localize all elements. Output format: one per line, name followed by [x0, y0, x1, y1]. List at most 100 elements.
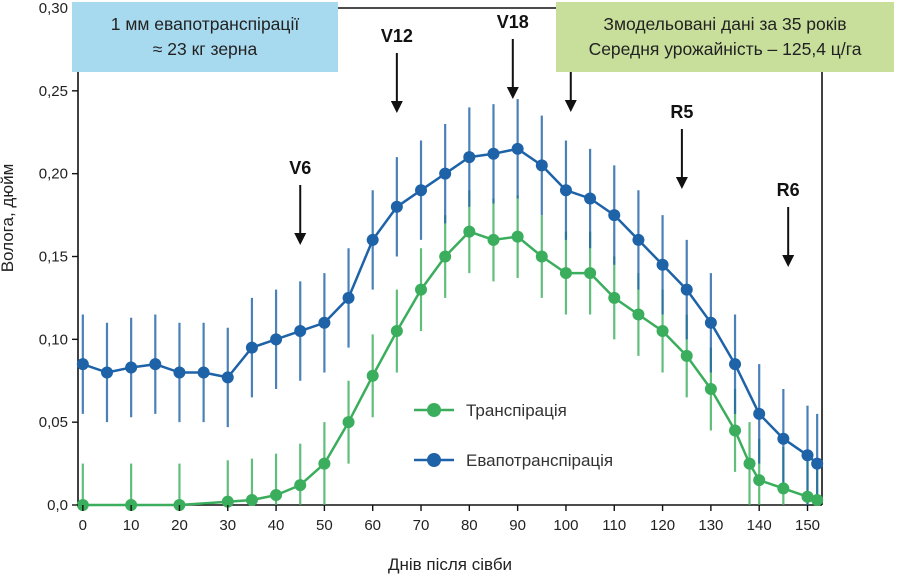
data-point-transpiration — [753, 474, 766, 487]
y-tick-label: 0,20 — [39, 166, 68, 183]
data-point-transpiration — [245, 494, 258, 507]
x-tick-label: 150 — [795, 517, 820, 534]
data-point-transpiration — [608, 291, 621, 304]
data-point-evapotranspiration — [463, 151, 476, 164]
data-point-evapotranspiration — [753, 407, 766, 420]
data-point-evapotranspiration — [656, 258, 669, 271]
stage-arrow-head — [294, 233, 307, 245]
data-point-transpiration — [366, 369, 379, 382]
stage-arrow-head — [390, 101, 403, 113]
data-point-evapotranspiration — [704, 316, 717, 329]
x-tick-label: 0 — [79, 517, 87, 534]
y-tick-label: 0,0 — [47, 497, 68, 514]
data-point-evapotranspiration — [584, 192, 597, 205]
data-point-evapotranspiration — [535, 159, 548, 172]
y-tick-label: 0,25 — [39, 83, 68, 100]
data-point-transpiration — [535, 250, 548, 263]
data-point-evapotranspiration — [197, 366, 210, 379]
data-point-transpiration — [511, 230, 524, 243]
x-tick-label: 110 — [602, 517, 626, 534]
x-tick-label: 80 — [461, 517, 478, 534]
info-box-left-line-2: ≈ 23 кг зерна — [153, 39, 258, 59]
x-tick-label: 90 — [509, 517, 526, 534]
x-axis-title: Днів після сівби — [388, 555, 512, 574]
info-box-left: 1 мм евапотранспірації ≈ 23 кг зерна — [72, 2, 338, 72]
data-point-transpiration — [390, 325, 403, 338]
data-point-evapotranspiration — [511, 142, 524, 155]
stage-arrow-head — [782, 255, 795, 267]
data-point-transpiration — [318, 457, 331, 470]
info-box-left-background — [72, 2, 338, 72]
data-point-evapotranspiration — [608, 209, 621, 222]
stage-label-v12: V12 — [381, 26, 413, 46]
stage-arrow-head — [564, 100, 577, 112]
data-point-transpiration — [704, 383, 717, 396]
legend-label-evapotranspiration: Евапотранспірація — [466, 451, 613, 470]
x-tick-label: 100 — [553, 517, 578, 534]
x-tick-label: 10 — [123, 517, 140, 534]
data-point-evapotranspiration — [318, 316, 331, 329]
data-point-transpiration — [743, 457, 756, 470]
data-point-evapotranspiration — [487, 147, 500, 160]
data-point-evapotranspiration — [76, 358, 89, 371]
data-point-evapotranspiration — [100, 366, 113, 379]
stage-label-r5: R5 — [670, 102, 693, 122]
x-tick-label: 140 — [747, 517, 772, 534]
data-point-evapotranspiration — [221, 371, 234, 384]
stage-label-v18: V18 — [497, 12, 529, 32]
data-point-evapotranspiration — [149, 358, 162, 371]
legend-swatch-transpiration — [427, 403, 441, 417]
data-point-transpiration — [559, 267, 572, 280]
data-point-transpiration — [729, 424, 742, 437]
data-point-evapotranspiration — [415, 184, 428, 197]
data-point-transpiration — [342, 416, 355, 429]
x-tick-label: 50 — [316, 517, 333, 534]
data-point-evapotranspiration — [366, 233, 379, 246]
data-point-transpiration — [632, 308, 645, 321]
y-tick-label: 0,10 — [39, 331, 68, 348]
data-point-evapotranspiration — [294, 325, 307, 338]
info-box-right-line-2: Середня урожайність – 125,4 ц/га — [589, 39, 862, 59]
data-point-transpiration — [487, 233, 500, 246]
data-point-evapotranspiration — [342, 291, 355, 304]
data-point-evapotranspiration — [125, 361, 138, 374]
data-point-transpiration — [584, 267, 597, 280]
data-point-transpiration — [415, 283, 428, 296]
data-point-evapotranspiration — [270, 333, 283, 346]
legend-swatch-evapotranspiration — [427, 453, 441, 467]
x-tick-label: 40 — [268, 517, 285, 534]
info-box-right-background — [556, 2, 894, 72]
legend: Транспірація Евапотранспірація — [414, 401, 613, 470]
data-point-evapotranspiration — [439, 167, 452, 180]
data-point-evapotranspiration — [390, 200, 403, 213]
data-point-transpiration — [270, 489, 283, 502]
x-tick-label: 70 — [413, 517, 430, 534]
stage-arrow-head — [506, 87, 519, 99]
error-bars — [81, 99, 819, 505]
y-tick-label: 0,15 — [39, 249, 68, 266]
data-point-transpiration — [801, 490, 814, 503]
y-axis-ticks: 0,0 0,05 0,10 0,15 0,20 0,25 0,30 — [39, 0, 78, 514]
series-line-transpiration — [82, 230, 818, 507]
data-point-evapotranspiration — [777, 432, 790, 445]
series-line-evapotranspiration — [82, 147, 819, 465]
info-box-right-line-1: Змодельовані дані за 35 років — [603, 14, 846, 34]
data-point-evapotranspiration — [559, 184, 572, 197]
data-point-evapotranspiration — [801, 449, 814, 462]
data-point-transpiration — [656, 325, 669, 338]
data-point-evapotranspiration — [729, 358, 742, 371]
data-point-evapotranspiration — [173, 366, 186, 379]
data-point-evapotranspiration — [680, 283, 693, 296]
x-tick-label: 30 — [219, 517, 236, 534]
legend-label-transpiration: Транспірація — [466, 401, 567, 420]
data-point-transpiration — [294, 479, 307, 492]
data-point-evapotranspiration — [811, 457, 824, 470]
data-point-evapotranspiration — [245, 341, 258, 354]
data-point-transpiration — [777, 482, 790, 495]
x-tick-label: 130 — [698, 517, 723, 534]
data-point-transpiration — [439, 250, 452, 263]
x-tick-label: 120 — [650, 517, 675, 534]
data-point-transpiration — [680, 349, 693, 362]
stage-arrow-head — [675, 177, 688, 189]
